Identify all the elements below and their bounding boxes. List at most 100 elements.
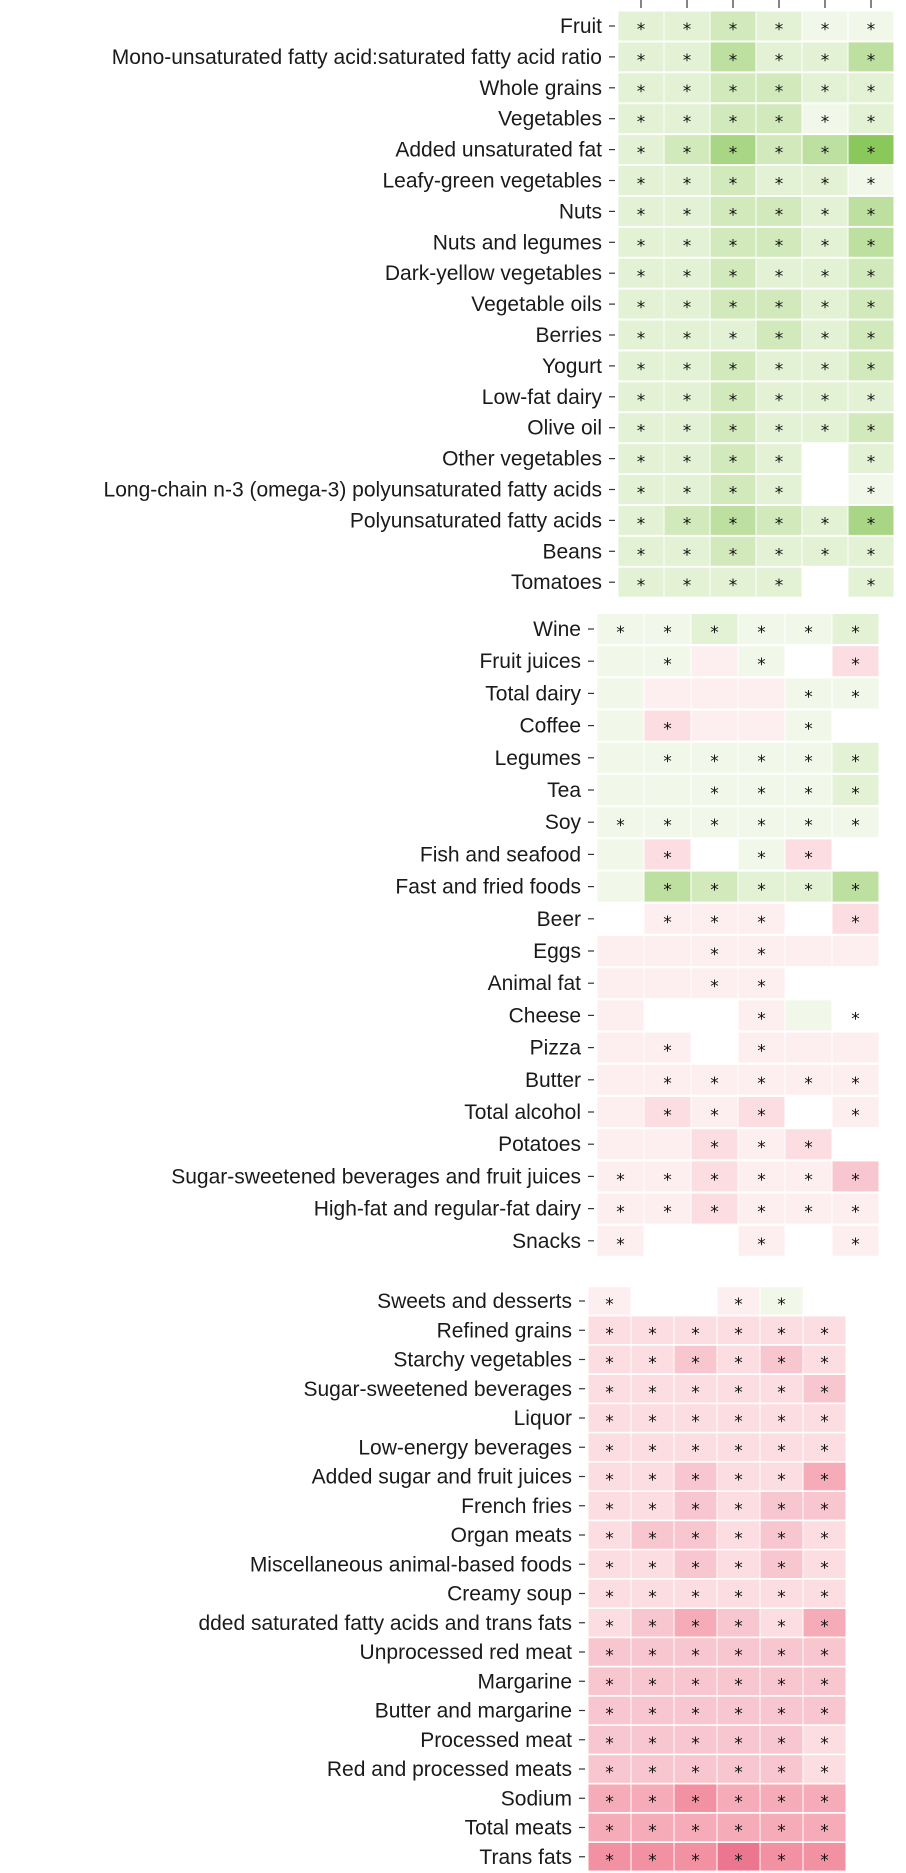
row-label: Miscellaneous animal-based foods: [250, 1553, 572, 1576]
heatmap-cell: [709, 443, 757, 475]
significance-star: *: [820, 1558, 829, 1578]
significance-star: *: [757, 1203, 766, 1223]
heatmap-cell: [596, 806, 645, 839]
heatmap-cell: [663, 257, 711, 289]
heatmap-cell: [737, 741, 786, 774]
significance-star: *: [821, 267, 830, 287]
heatmap-cell: [709, 474, 757, 505]
heatmap-cell: [673, 1403, 718, 1433]
heatmap-row: * * * * Tea: [547, 774, 880, 806]
row-label: Tea: [547, 779, 581, 802]
significance-star: *: [775, 360, 784, 380]
heatmap-cell: [617, 504, 665, 536]
heatmap-cell: [663, 504, 711, 536]
heatmap-cell: [784, 1160, 833, 1193]
row-label: Beans: [542, 540, 602, 563]
heatmap-cell: [801, 504, 849, 536]
row-label: Berries: [535, 324, 602, 347]
row-label: Sweets and desserts: [377, 1290, 572, 1313]
heatmap-row: * * * * * Other vegetables: [442, 443, 895, 475]
heatmap-cell: [784, 935, 833, 967]
heatmap-cell: [831, 1096, 880, 1128]
significance-star: *: [777, 1734, 786, 1754]
heatmap-row: * * * * * * Starchy vegetables: [393, 1344, 847, 1375]
heatmap-cell: [831, 1031, 880, 1064]
heatmap-cell: [737, 935, 786, 967]
heatmap-cell: [673, 1520, 718, 1550]
heatmap-cell: [802, 1344, 847, 1375]
heatmap-cell: [596, 999, 645, 1032]
significance-star: *: [734, 1705, 743, 1725]
heatmap-cell: [690, 870, 739, 903]
significance-star: *: [605, 1412, 614, 1432]
heatmap-cell: [630, 1373, 675, 1404]
significance-star: *: [820, 1500, 829, 1520]
heatmap-cell: [596, 1063, 645, 1096]
heatmap-cell: [690, 935, 739, 967]
significance-star: *: [637, 360, 646, 380]
significance-star: *: [683, 545, 692, 565]
significance-star: *: [637, 514, 646, 534]
heatmap-cell: [847, 195, 895, 227]
significance-star: *: [710, 752, 719, 772]
heatmap-cell: [617, 134, 665, 166]
significance-star: *: [691, 1412, 700, 1432]
significance-star: *: [637, 175, 646, 195]
heatmap-cell: [630, 1403, 675, 1433]
heatmap-cell: [643, 774, 692, 806]
heatmap-cell: [801, 134, 849, 166]
row-label: Unprocessed red meat: [360, 1641, 573, 1664]
heatmap-cell: [784, 1128, 833, 1161]
significance-star: *: [710, 1106, 719, 1126]
significance-star: *: [648, 1588, 657, 1608]
significance-star: *: [757, 623, 766, 643]
significance-star: *: [683, 453, 692, 473]
heatmap-cell: [802, 1724, 847, 1755]
significance-star: *: [775, 175, 784, 195]
significance-star: *: [820, 1792, 829, 1812]
significance-star: *: [851, 1170, 860, 1190]
significance-star: *: [734, 1675, 743, 1695]
heatmap-cell: [617, 10, 665, 42]
heatmap-cell: [709, 288, 757, 320]
significance-star: *: [821, 113, 830, 133]
heatmap-cell: [831, 935, 880, 967]
heatmap-cell: [831, 806, 880, 839]
heatmap-cell: [617, 165, 665, 196]
heatmap-cell: [690, 774, 739, 806]
heatmap-cell: [673, 1373, 718, 1404]
heatmap-cell: [643, 1031, 692, 1064]
significance-star: *: [804, 752, 813, 772]
heatmap-cell: [630, 1607, 675, 1638]
row-label: Margarine: [477, 1670, 572, 1693]
significance-star: *: [851, 1235, 860, 1255]
significance-star: *: [777, 1412, 786, 1432]
heatmap-row: * * * * * * Total meats: [465, 1812, 847, 1843]
significance-star: *: [775, 298, 784, 318]
significance-star: *: [605, 1558, 614, 1578]
significance-star: *: [777, 1705, 786, 1725]
heatmap-row: * * * * * * High-fat and regular-fat dairy: [314, 1192, 880, 1225]
row-label: Eggs: [533, 940, 581, 963]
heatmap-cell: [617, 319, 665, 351]
significance-star: *: [683, 144, 692, 164]
row-label: Added unsaturated fat: [395, 139, 602, 162]
row-label: Long-chain n-3 (omega-3) polyunsaturated…: [104, 479, 602, 502]
heatmap-cell: [587, 1520, 632, 1550]
heatmap-cell: [801, 72, 849, 104]
row-label: Mono-unsaturated fatty acid:saturated fa…: [112, 46, 602, 69]
significance-star: *: [867, 576, 876, 596]
significance-star: *: [821, 82, 830, 102]
significance-star: *: [691, 1822, 700, 1842]
significance-star: *: [820, 1675, 829, 1695]
significance-star: *: [757, 881, 766, 901]
significance-star: *: [637, 298, 646, 318]
heatmap-cell: [759, 1344, 804, 1375]
heatmap-cell: [690, 613, 739, 645]
significance-star: *: [775, 484, 784, 504]
significance-star: *: [851, 784, 860, 804]
heatmap-row: * * * * * * Vegetables: [498, 103, 895, 135]
significance-star: *: [605, 1295, 614, 1315]
significance-star: *: [777, 1354, 786, 1374]
row-label: Creamy soup: [447, 1583, 572, 1606]
